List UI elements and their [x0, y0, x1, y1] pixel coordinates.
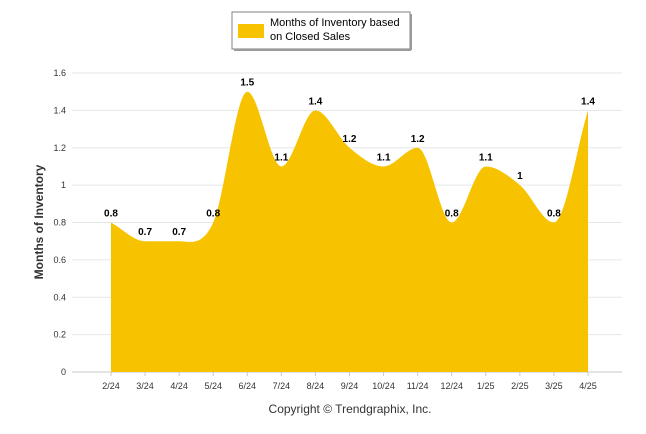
- y-tick-label: 1.4: [53, 105, 66, 115]
- y-axis-label: Months of Inventory: [32, 164, 46, 279]
- x-tick-label: 6/24: [239, 381, 257, 391]
- y-tick-label: 0.6: [53, 255, 66, 265]
- x-tick-label: 3/25: [545, 381, 563, 391]
- x-tick-label: 9/24: [341, 381, 359, 391]
- y-tick-label: 1.2: [53, 143, 66, 153]
- x-tick-label: 12/24: [440, 381, 463, 391]
- legend-swatch: [238, 24, 264, 38]
- y-axis: 0 0.2 0.4 0.6 0.8 1 1.2 1.4 1.6: [53, 68, 66, 377]
- data-label: 1.1: [274, 152, 288, 163]
- x-tick-label: 1/25: [477, 381, 495, 391]
- legend[interactable]: Months of Inventory based on Closed Sale…: [231, 11, 412, 51]
- data-label: 0.7: [138, 227, 152, 238]
- data-label: 0.8: [547, 209, 561, 220]
- data-label: 1: [517, 171, 523, 182]
- x-tick-label: 8/24: [307, 381, 325, 391]
- data-label: 1.1: [377, 152, 391, 163]
- data-label: 0.8: [104, 209, 118, 220]
- data-label: 1.1: [479, 152, 493, 163]
- x-tick-label: 10/24: [372, 381, 395, 391]
- x-axis: 2/24 3/24 4/24 5/24 6/24 7/24 8/24 9/24 10/24 11/…: [72, 371, 622, 391]
- legend-line-1: Months of Inventory based: [270, 17, 400, 29]
- x-tick-label: 2/24: [102, 381, 120, 391]
- data-label: 0.7: [172, 227, 186, 238]
- data-labels: 0.8 0.7 0.7 0.8 1.5 1.1 1.4 1.2 1.1 1.2 0.8 1.1 1 0.8…: [104, 78, 595, 239]
- area-series-inventory: [111, 91, 588, 372]
- x-tick-label: 3/24: [136, 381, 154, 391]
- data-label: 1.2: [343, 134, 357, 145]
- legend-line-2: on Closed Sales: [270, 31, 351, 43]
- data-label: 0.8: [445, 209, 459, 220]
- x-tick-label: 11/24: [407, 381, 429, 391]
- y-tick-label: 0.2: [53, 330, 66, 340]
- data-label: 1.2: [411, 134, 425, 145]
- y-tick-label: 0: [61, 367, 66, 377]
- x-tick-label: 2/25: [511, 381, 529, 391]
- x-tick-label: 4/24: [170, 381, 188, 391]
- y-tick-label: 0.8: [53, 218, 66, 228]
- x-tick-label: 7/24: [273, 381, 291, 391]
- data-label: 1.4: [581, 96, 595, 107]
- y-tick-label: 1: [61, 180, 66, 190]
- copyright-text: Copyright © Trendgraphix, Inc.: [269, 402, 432, 416]
- series-area: [111, 91, 588, 372]
- data-label: 1.5: [240, 78, 254, 89]
- data-label: 1.4: [308, 96, 322, 107]
- data-label: 0.8: [206, 209, 220, 220]
- y-tick-label: 1.6: [53, 68, 66, 78]
- x-tick-label: 5/24: [204, 381, 222, 391]
- x-tick-label: 4/25: [579, 381, 597, 391]
- y-tick-label: 0.4: [53, 292, 66, 302]
